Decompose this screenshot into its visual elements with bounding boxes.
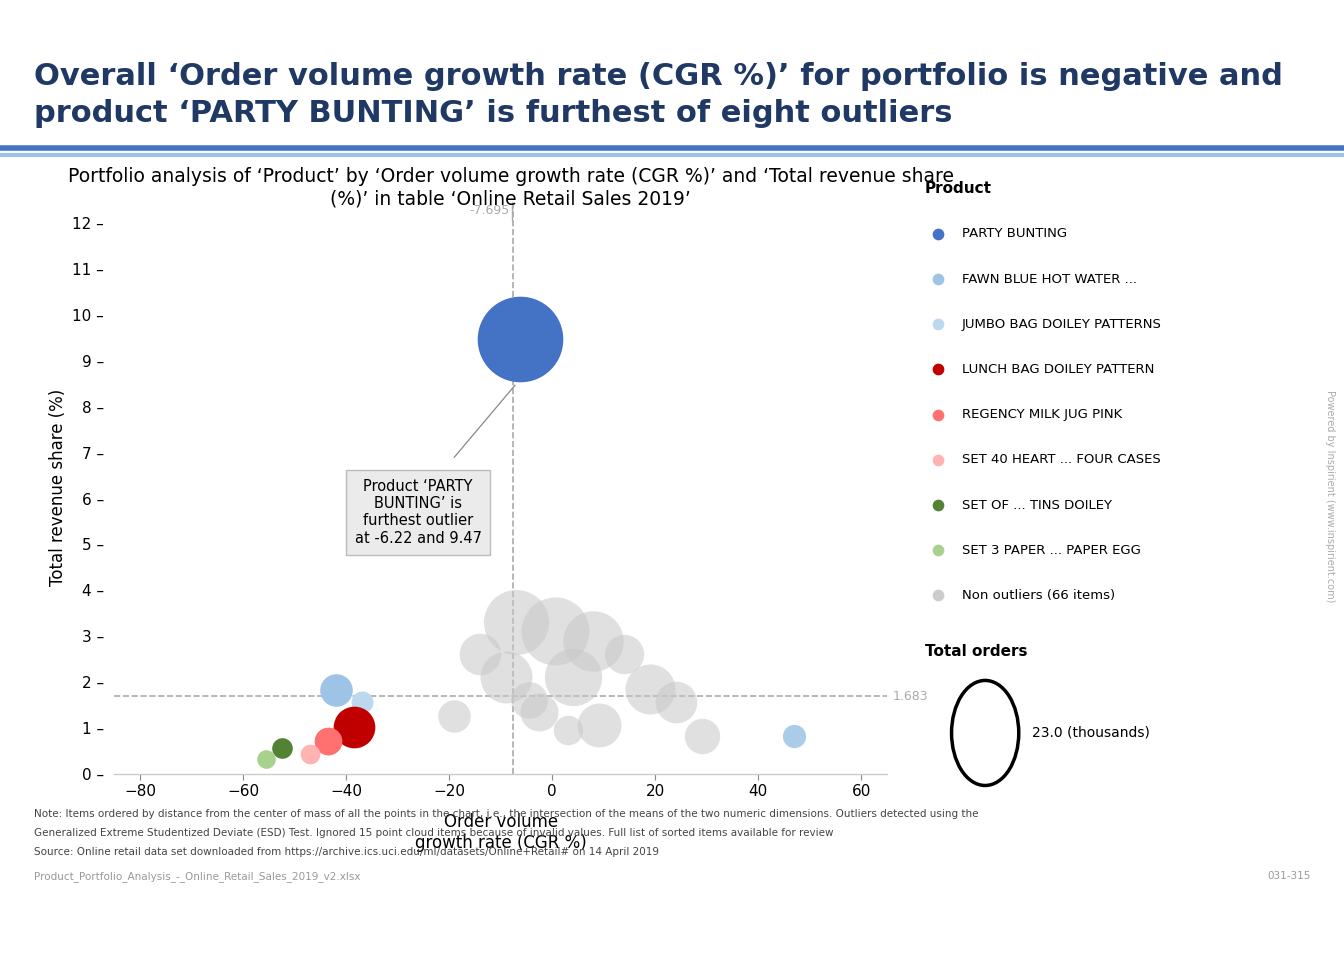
- Text: Product: Product: [925, 181, 992, 197]
- Text: -7.695: -7.695: [469, 203, 509, 217]
- Point: [495, 669, 516, 685]
- Point: [505, 615, 527, 630]
- Point: [562, 669, 583, 685]
- Text: Overall ‘Order volume growth rate (CGR %)’ for portfolio is negative and
product: Overall ‘Order volume growth rate (CGR %…: [34, 62, 1282, 128]
- Point: [665, 695, 687, 711]
- Point: [691, 729, 712, 744]
- Text: Product ‘PARTY
BUNTING’ is
furthest outlier
at -6.22 and 9.47: Product ‘PARTY BUNTING’ is furthest outl…: [355, 478, 481, 546]
- Point: [784, 729, 805, 744]
- Text: Product_Portfolio_Analysis_-_Online_Retail_Sales_2019_v2.xlsx: Product_Portfolio_Analysis_-_Online_Reta…: [34, 871, 360, 881]
- Text: LUNCH BAG DOILEY PATTERN: LUNCH BAG DOILEY PATTERN: [961, 363, 1154, 376]
- Text: 23.0 (thousands): 23.0 (thousands): [1032, 726, 1150, 740]
- Text: Generalized Extreme Studentized Deviate (ESD) Test. Ignored 15 point cloud items: Generalized Extreme Studentized Deviate …: [34, 828, 833, 838]
- Text: JUMBO BAG DOILEY PATTERNS: JUMBO BAG DOILEY PATTERNS: [961, 318, 1161, 330]
- Text: FAWN BLUE HOT WATER ...: FAWN BLUE HOT WATER ...: [961, 272, 1137, 286]
- Text: SET 3 PAPER ... PAPER EGG: SET 3 PAPER ... PAPER EGG: [961, 543, 1141, 557]
- Text: 1.683: 1.683: [892, 690, 927, 703]
- Point: [613, 647, 634, 662]
- Point: [444, 709, 465, 724]
- Text: Non outliers (66 items): Non outliers (66 items): [961, 589, 1114, 602]
- Y-axis label: Total revenue share (%): Total revenue share (%): [48, 389, 66, 585]
- Point: [351, 695, 372, 711]
- Text: REGENCY MILK JUG PINK: REGENCY MILK JUG PINK: [961, 408, 1122, 421]
- Point: [509, 331, 531, 347]
- Text: PARTY BUNTING: PARTY BUNTING: [961, 227, 1067, 241]
- Text: Note: Items ordered by distance from the center of mass of all the points in the: Note: Items ordered by distance from the…: [34, 809, 978, 818]
- Point: [255, 752, 277, 767]
- Point: [640, 681, 661, 696]
- Point: [317, 732, 339, 748]
- X-axis label: Order volume
growth rate (CGR %): Order volume growth rate (CGR %): [415, 813, 586, 852]
- Point: [300, 747, 321, 762]
- Point: [519, 692, 540, 708]
- Text: Powered by Inspirient (www.inspirient.com): Powered by Inspirient (www.inspirient.co…: [1325, 391, 1335, 603]
- Text: Source: Online retail data set downloaded from https://archive.ics.uci.edu/ml/da: Source: Online retail data set downloade…: [34, 847, 659, 857]
- Point: [469, 647, 491, 662]
- Point: [343, 719, 364, 734]
- Text: Total orders: Total orders: [925, 645, 1027, 659]
- Point: [582, 633, 603, 648]
- Point: [325, 683, 347, 698]
- Text: 031-315: 031-315: [1267, 871, 1310, 881]
- Point: [556, 722, 578, 737]
- Point: [587, 718, 609, 733]
- Text: SET OF ... TINS DOILEY: SET OF ... TINS DOILEY: [961, 499, 1111, 512]
- Text: SET 40 HEART ... FOUR CASES: SET 40 HEART ... FOUR CASES: [961, 454, 1160, 466]
- Point: [544, 624, 566, 639]
- Text: Portfolio analysis of ‘Product’ by ‘Order volume growth rate (CGR %)’ and ‘Total: Portfolio analysis of ‘Product’ by ‘Orde…: [67, 167, 954, 208]
- Point: [271, 741, 293, 756]
- Point: [528, 704, 550, 719]
